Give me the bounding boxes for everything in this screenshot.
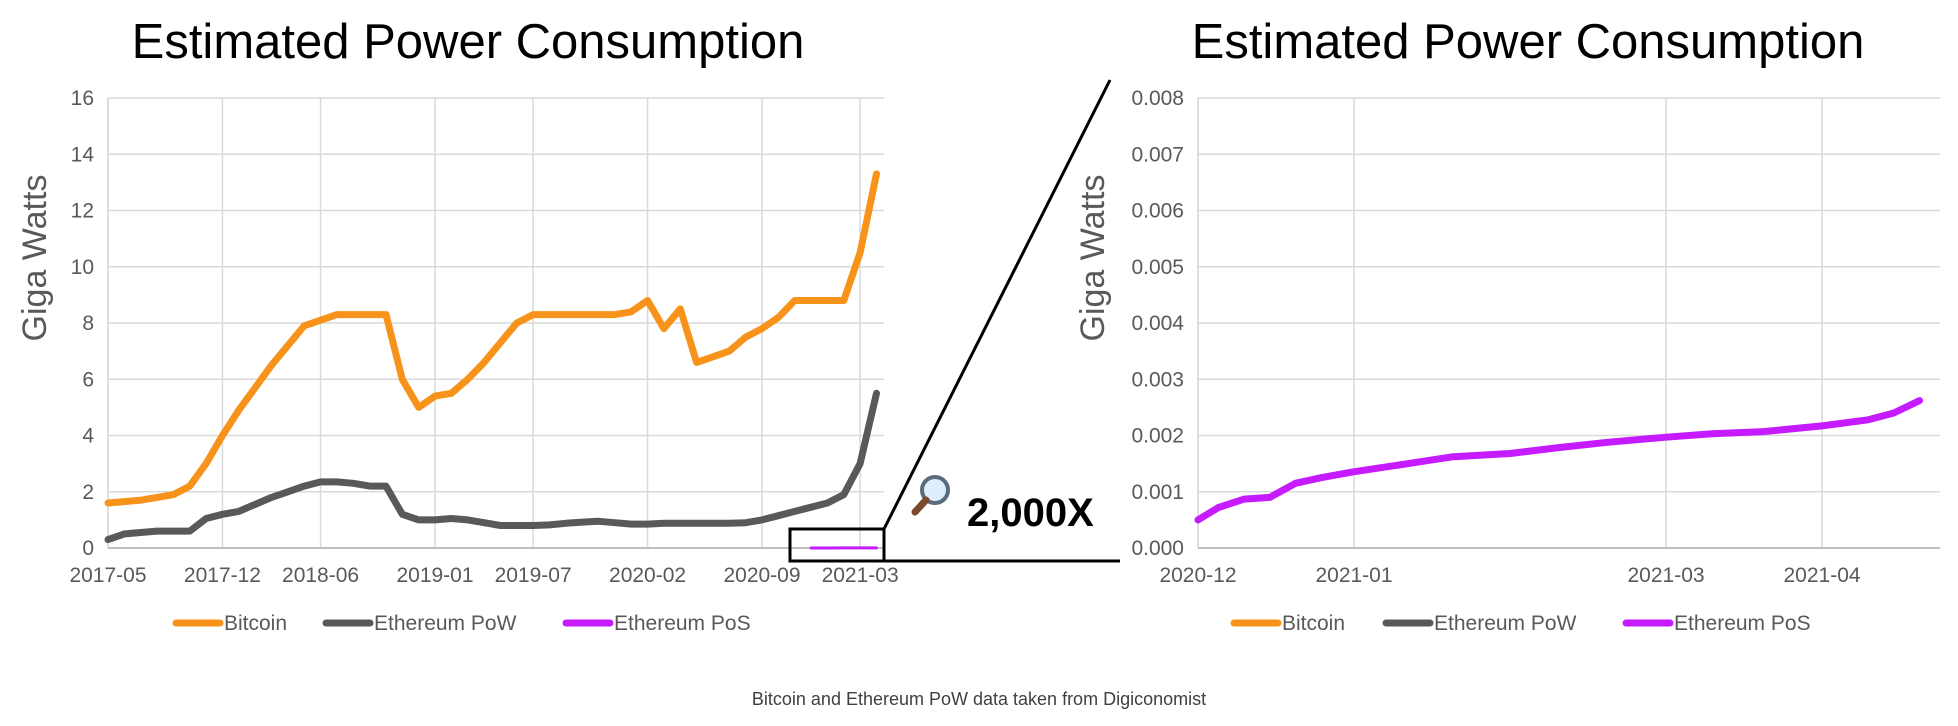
series-line-ethereum-pow	[104, 389, 880, 544]
tick-labels-left: 0 2 4 6 8 10 12 14 16 2017-05 2017-12 2018-06 2019-0…	[69, 87, 898, 587]
y-axis-label-right: Giga Watts	[1074, 175, 1112, 342]
y-tick-label: 0.000	[1131, 537, 1184, 560]
y-tick-label: 0.003	[1131, 368, 1184, 391]
y-tick-label: 0.002	[1131, 425, 1184, 448]
y-tick-label: 8	[82, 312, 94, 335]
legend-label: Bitcoin	[224, 612, 287, 635]
series-line-ethereum-pos	[1194, 397, 1923, 524]
legend-label: Bitcoin	[1282, 612, 1345, 635]
series-group-left	[104, 170, 880, 550]
y-tick-label: 0.004	[1131, 312, 1184, 335]
y-tick-label: 12	[71, 200, 94, 223]
x-tick-label: 2021-03	[1627, 564, 1704, 587]
legend-label: Ethereum PoW	[374, 612, 517, 635]
footnote: Bitcoin and Ethereum PoW data taken from…	[752, 689, 1206, 709]
zoom-connector-top	[882, 79, 1112, 530]
x-tick-label: 2021-03	[822, 564, 899, 587]
magnifying-glass-icon	[911, 475, 950, 516]
legend-label: Ethereum PoS	[1674, 612, 1811, 635]
x-tick-label: 2021-01	[1315, 564, 1392, 587]
plot-area-left	[107, 97, 884, 549]
legend-right: Bitcoin Ethereum PoW Ethereum PoS	[1230, 612, 1811, 635]
tick-labels-right: 0.000 0.001 0.002 0.003 0.004 0.005 0.006 0.007…	[1131, 87, 1860, 587]
zoom-callout: 2,000X	[788, 79, 1120, 563]
zoom-factor-label: 2,000X	[967, 491, 1094, 535]
legend-left: Bitcoin Ethereum PoW Ethereum PoS	[172, 612, 751, 635]
y-tick-label: 4	[82, 425, 94, 448]
x-tick-label: 2020-12	[1159, 564, 1236, 587]
y-tick-label: 16	[71, 87, 94, 110]
y-tick-label: 14	[71, 143, 95, 166]
chart-title-right: Estimated Power Consumption	[1192, 15, 1865, 69]
x-tick-label: 2020-02	[609, 564, 686, 587]
x-tick-label: 2021-04	[1783, 564, 1860, 587]
x-tick-label: 2020-09	[723, 564, 800, 587]
zoom-box	[788, 527, 886, 563]
y-axis-label-left: Giga Watts	[16, 175, 54, 342]
x-tick-label: 2019-07	[495, 564, 572, 587]
chart-title-left: Estimated Power Consumption	[132, 15, 805, 69]
series-line-bitcoin	[104, 170, 880, 507]
legend-label: Ethereum PoS	[614, 612, 751, 635]
x-tick-label: 2019-01	[396, 564, 473, 587]
y-tick-label: 0	[82, 537, 94, 560]
x-tick-label: 2017-05	[69, 564, 146, 587]
legend-label: Ethereum PoW	[1434, 612, 1577, 635]
y-tick-label: 0.006	[1131, 200, 1184, 223]
y-tick-label: 2	[82, 481, 94, 504]
y-tick-label: 0.001	[1131, 481, 1184, 504]
x-tick-label: 2018-06	[282, 564, 359, 587]
x-tick-label: 2017-12	[184, 564, 261, 587]
y-tick-label: 0.005	[1131, 256, 1184, 279]
y-tick-label: 0.008	[1131, 87, 1184, 110]
series-group-right	[1194, 397, 1923, 524]
y-tick-label: 10	[71, 256, 94, 279]
y-tick-label: 6	[82, 368, 94, 391]
y-tick-label: 0.007	[1131, 143, 1184, 166]
